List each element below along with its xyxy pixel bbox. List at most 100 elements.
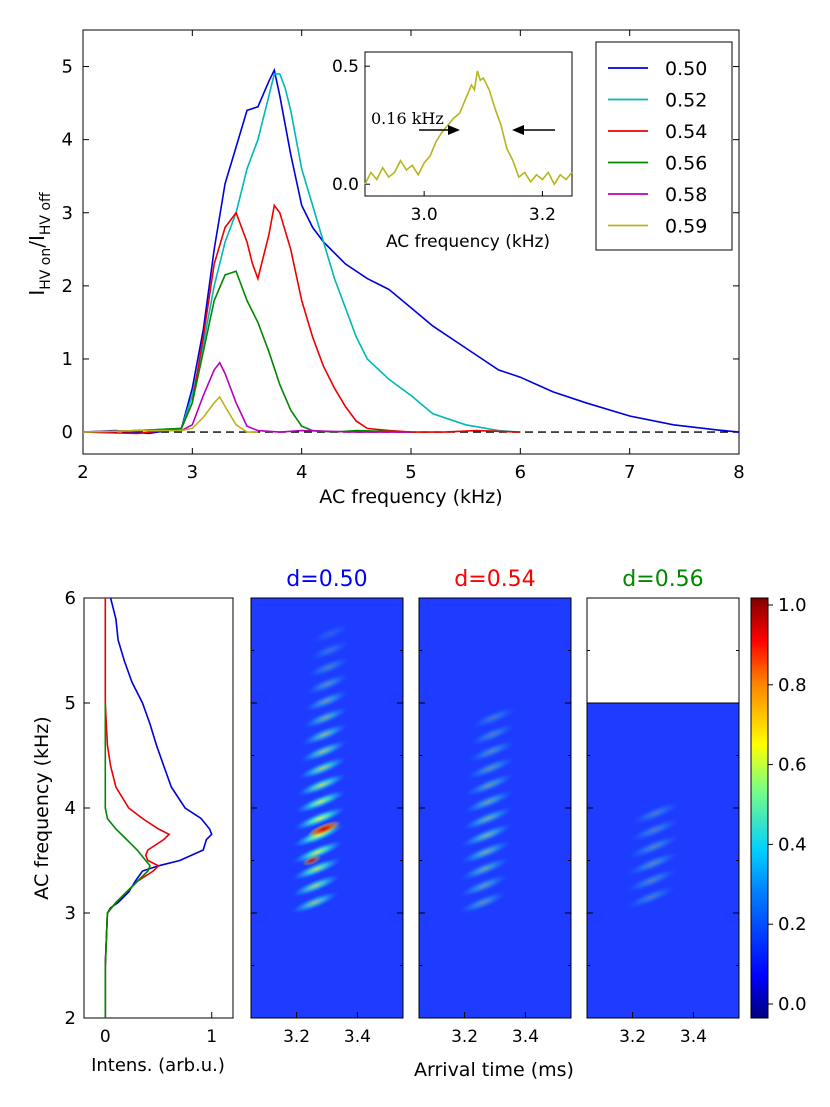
heatmap-x-tick-label: 3.4 [344,1027,371,1047]
main-x-tick-label: 3 [187,462,198,483]
series-line-0.52 [82,73,521,433]
inset-x-tick-label: 3.0 [411,205,438,225]
right-arrow [512,125,555,135]
legend-label-0.54: 0.54 [665,121,707,143]
heatmap-peak [307,820,341,838]
heatmap-stripe [468,722,517,747]
legend-label-0.58: 0.58 [665,184,707,206]
intensity-y-axis-label: AC frequency (kHz) [31,716,53,899]
heatmap-background [419,598,571,1018]
intensity-y-tick-label: 4 [65,798,76,819]
colorbar-tick-label: 1.0 [778,595,807,616]
heatmap-stripe [303,689,350,713]
main-y-tick-label: 5 [62,57,73,78]
heatmap-stripe [463,772,516,798]
inset-plot: 3.0 3.2 0.0 0.5 AC frequency (kHz) 0.16 kHz [332,51,573,252]
heatmap-stripe [624,884,678,910]
intensity-y-tick-label: 3 [65,903,76,924]
inset-x-axis-label: AC frequency (kHz) [386,232,550,252]
heatmap-stripe [295,772,349,798]
colorbar-tick-label: 0.6 [778,755,807,776]
series-line-0.59 [82,395,258,433]
heatmap-stripe [290,856,344,882]
series-line-0.54 [82,203,521,435]
main-y-tick-label: 4 [62,130,73,151]
intensity-y-tick-label: 2 [65,1008,76,1029]
main-x-tick-label: 8 [733,462,744,483]
heatmap-stripe [458,822,515,849]
heatmap-peak [302,855,322,866]
heatmaps: 3.2 3.4 d=0.50 3.2 3.4 d=0.54 3.2 3.4 d=0.56 [250,567,740,1047]
intensity-x-tick-label: 1 [206,1027,217,1047]
heatmap-stripe [293,789,348,815]
heatmap-stripe [627,817,682,843]
legend-label-0.59: 0.59 [665,216,707,238]
legend-label-0.52: 0.52 [665,90,707,112]
heatmap-x-tick-label: 3.4 [680,1027,707,1047]
colorbar-tick-label: 0.8 [778,675,807,696]
main-y-tick-label: 0 [62,422,73,443]
heatmap-x-tick-label: 3.2 [451,1027,478,1047]
heatmap-stripe [624,867,680,893]
inset-x-tick-label: 3.2 [529,205,556,225]
intensity-line-d=0.50 [104,597,213,1018]
colorbar-tick-label: 0.0 [778,994,807,1015]
heatmap-stripe [307,639,352,662]
heatmap-stripe [292,805,348,832]
heatmap-stripe [465,756,517,781]
colorbar-tick-label: 0.2 [778,914,807,935]
intensity-y-tick-label: 5 [65,693,76,714]
inset-width-annotation: 0.16 kHz [371,109,444,128]
main-y-axis-label: IHV on/IHV off [25,192,54,296]
intensity-plot: 0 1 2 3 4 5 6 Intens. (arb.u.) AC frequency (k… [31,588,234,1076]
heatmap-panel-d=0.50: 3.2 3.4 d=0.50 [250,567,404,1047]
main-x-tick-label: 6 [515,462,526,483]
inset-y-tick-label: 0.5 [332,57,359,77]
heatmap-stripe [309,623,352,645]
arrival-time-axis-label: Arrival time (ms) [414,1059,574,1081]
legend-label-0.56: 0.56 [665,153,707,175]
colorbar-gradient [750,597,769,1019]
legend: 0.50 0.52 0.54 0.56 0.58 0.59 [595,41,733,251]
heatmap-stripe [301,706,350,730]
heatmap-stripe [458,839,514,865]
heatmap-stripe [457,890,509,915]
heatmap-stripe [298,739,349,764]
heatmap-stripe [290,839,345,865]
main-x-tick-label: 4 [296,462,307,483]
heatmap-stripe [626,834,682,860]
intensity-x-axis-label: Intens. (arb.u.) [91,1055,225,1076]
heatmap-panel-d=0.54: 3.2 3.4 d=0.54 [418,567,572,1047]
main-y-tick-label: 1 [62,349,73,370]
heatmap-stripe [460,805,516,832]
series-line-0.50 [82,67,740,435]
heatmap-panel-d=0.56: 3.2 3.4 d=0.56 [586,567,740,1047]
main-x-tick-label: 2 [77,462,88,483]
heatmap-stripe [458,856,512,882]
main-x-axis-label: AC frequency (kHz) [319,486,502,508]
main-x-tick-label: 5 [405,462,416,483]
heatmap-stripe [461,789,516,815]
heatmap-title: d=0.50 [286,567,367,592]
heatmap-title: d=0.56 [622,567,703,592]
heatmap-stripe [306,656,351,679]
heatmap-title: d=0.54 [454,567,535,592]
intensity-line-d=0.56 [104,703,151,1018]
main-y-tick-label: 3 [62,203,73,224]
inset-frame [364,51,573,197]
heatmap-stripe [624,850,681,877]
inset-series-line [364,70,573,186]
heatmap-x-tick-label: 3.2 [283,1027,310,1047]
heatmap-x-tick-label: 3.4 [512,1027,539,1047]
heatmap-stripe [629,801,682,826]
heatmap-stripe [469,706,518,730]
legend-label-0.50: 0.50 [665,58,707,80]
heatmap-stripe [296,756,349,781]
inset-y-tick-label: 0.0 [332,175,359,195]
legend-frame [595,41,733,251]
heatmap-stripe [304,673,351,696]
intensity-y-tick-label: 6 [65,588,76,609]
heatmap-x-tick-label: 3.2 [619,1027,646,1047]
series-line-0.58 [82,361,411,433]
